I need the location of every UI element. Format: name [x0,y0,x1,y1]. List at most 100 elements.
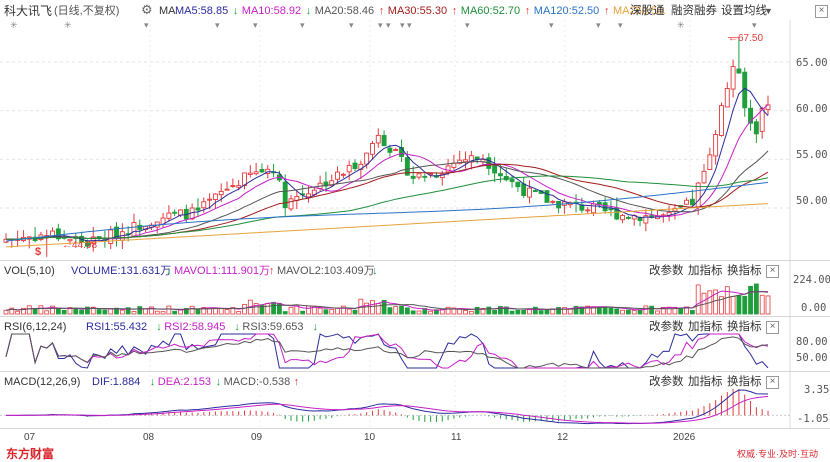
volume-bar [742,295,748,315]
candle-body [497,173,503,177]
volume-bar [608,307,614,315]
event-marker-icon: ▾ [549,20,554,30]
candle-body [474,156,480,160]
candle-body [527,187,532,198]
candle-body [259,169,265,173]
candle-body [364,152,370,165]
candle-body [585,209,591,212]
candle-body [492,165,498,174]
arrow-up-icon: ↑ [378,5,385,17]
vol-switch-indicator-button[interactable]: 换指标 [727,265,762,277]
rsi-edit-params-button[interactable]: 改参数 [649,321,684,333]
volume-bar [224,309,230,315]
rsi-close-icon[interactable]: × [766,321,779,334]
gear-icon[interactable]: ⚙ [141,2,153,17]
volume-bar [271,301,276,315]
price-tick: 60.00 [796,103,828,115]
volume-bar [15,310,21,315]
chevron-down-icon[interactable]: ▼ [764,6,773,16]
candle-body [340,173,346,176]
candle-body [323,181,329,187]
volume-bar [288,306,294,315]
rsi-switch-indicator-button[interactable]: 换指标 [727,321,762,333]
ma-settings-button[interactable]: 设置均线 [721,5,767,17]
arrow-down-icon: ↓ [215,376,222,388]
event-marker-icon: ✳ [10,20,18,30]
month-label: 2026 [673,432,696,443]
volume-bar [474,306,480,315]
volume-bar [620,309,625,315]
candle-body [689,198,695,206]
close-icon[interactable]: × [815,5,828,18]
ma-line [5,181,769,242]
volume-bar [480,307,486,315]
vol-edit-params-button[interactable]: 改参数 [649,265,684,277]
candle-body [166,212,172,219]
volume-bar [79,309,85,315]
volume-bar [329,308,335,315]
volume-bar [183,308,189,315]
macd-tick: 3.35 [804,384,830,396]
stock-title: 科大讯飞 [4,4,53,18]
arrow-down-icon: ↓ [305,5,312,17]
volume-bar [579,306,585,315]
month-label: 07 [24,432,36,443]
volume-bar [573,305,579,315]
candle-body [172,211,178,214]
volume-bar [410,310,416,315]
volume-bar [532,306,538,315]
price-tick: 50.00 [796,195,828,207]
period-mode[interactable]: (日线,不复权) [54,5,120,17]
candle-body [393,149,399,152]
event-marker-icon: ▾ [596,20,601,30]
vol-name: VOL(5,10) [4,265,55,277]
candle-body [306,193,311,198]
volume-bar [387,307,393,315]
volume-bar [172,310,178,315]
macd-switch-indicator-button[interactable]: 换指标 [727,376,762,388]
arrow-down-icon: ↓ [232,5,239,17]
indicator-value: VOLUME:131.631万 [71,265,172,277]
volume-bar [114,307,119,315]
rsi-name: RSI(6,12,24) [4,321,67,333]
volume-bar [381,299,387,315]
vol-add-indicator-button[interactable]: 加指标 [688,265,723,277]
volume-bar [201,307,207,315]
volume-bar [253,303,259,315]
indicator-value: MA60:52.70 [460,5,521,17]
volume-bar [90,306,96,315]
macd-edit-params-button[interactable]: 改参数 [649,376,684,388]
event-marker-icon: ▾ [386,20,391,30]
volume-bar [154,310,160,315]
rsi-line [5,333,769,369]
event-marker-icon: ▾ [300,20,305,30]
vol-close-icon[interactable]: × [766,265,779,278]
volume-bar [521,309,527,315]
volume-bar [625,309,631,315]
volume-bar [375,303,381,315]
volume-bar [724,286,730,315]
candle-body [643,215,649,224]
margin-button[interactable]: 融资融券 [671,5,717,17]
rsi-add-indicator-button[interactable]: 加指标 [688,321,723,333]
macd-close-icon[interactable]: × [766,376,779,389]
volume-bar [503,306,509,315]
arrow-up-icon: ↑ [293,376,300,388]
dollar-marker-icon[interactable]: $ [35,246,42,258]
candle-body [666,211,672,217]
indicator-value: MAVOL1:111.901万 [174,265,270,277]
panel-divider [0,316,830,317]
volume-bar [38,305,44,315]
panel-divider [0,260,830,261]
volume-bar [73,308,79,315]
arrow-down-icon: ↓ [372,265,378,277]
candle-body [50,230,55,237]
indicator-value: MA30:55.30 [387,5,448,17]
rsi-line [5,333,769,369]
macd-add-indicator-button[interactable]: 加指标 [688,376,723,388]
sgt-button[interactable]: 深股通 [630,5,665,17]
volume-bar [416,310,422,315]
candle-body [288,198,294,210]
volume-bar [44,310,50,315]
